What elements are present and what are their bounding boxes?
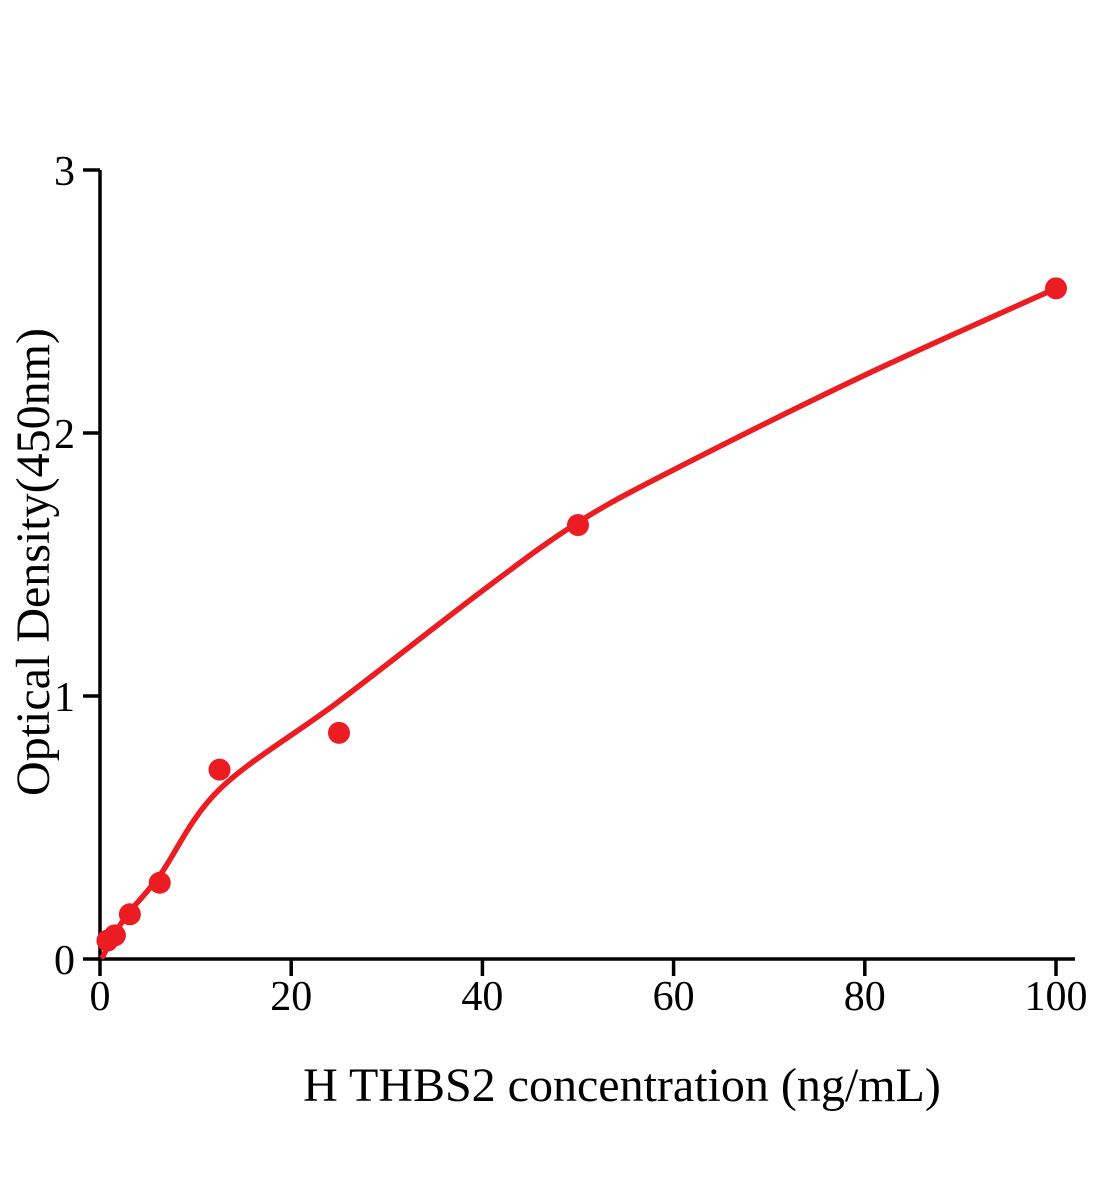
y-tick-label: 2 [54, 412, 75, 458]
x-tick-label: 40 [461, 974, 503, 1020]
x-tick-label: 20 [270, 974, 312, 1020]
data-point [328, 721, 350, 744]
data-point [208, 758, 231, 781]
data-point [118, 903, 141, 926]
y-tick-label: 0 [54, 938, 75, 984]
x-tick-label: 100 [1025, 974, 1088, 1020]
data-point [1045, 277, 1067, 300]
y-tick-label: 3 [54, 149, 75, 195]
data-point [567, 514, 589, 537]
y-tick-label: 1 [54, 675, 75, 721]
data-point [103, 924, 126, 947]
x-tick-label: 0 [90, 974, 111, 1020]
fit-curve-line [100, 285, 1059, 960]
data-point [148, 871, 171, 894]
x-axis-title: H THBS2 concentration (ng/mL) [303, 1059, 941, 1112]
x-tick-label: 80 [844, 974, 886, 1020]
x-tick-label: 60 [653, 974, 695, 1020]
